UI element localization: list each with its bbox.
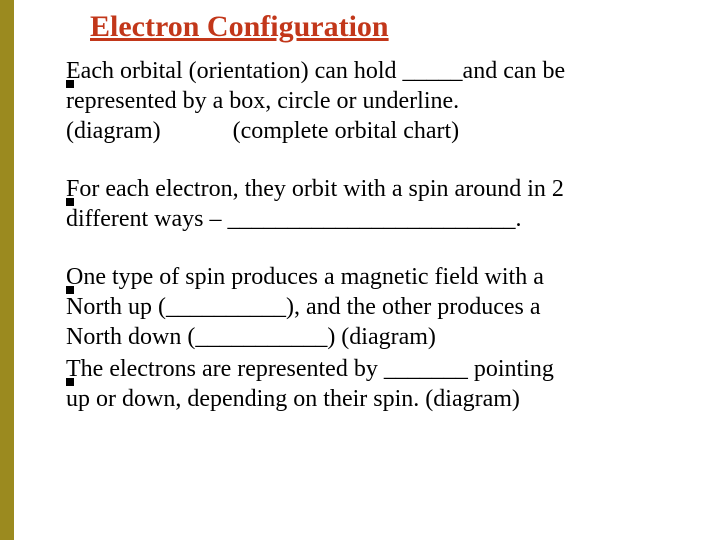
body-text: North down (___________) (diagram) <box>66 322 544 352</box>
body-text: Each orbital (orientation) can hold ____… <box>66 56 565 86</box>
body-text: (diagram) (complete orbital chart) <box>66 116 565 146</box>
body-text: different ways – _______________________… <box>66 204 564 234</box>
body-text: For each electron, they orbit with a spi… <box>66 174 564 204</box>
accent-bar <box>0 0 14 540</box>
body-text: One type of spin produces a magnetic fie… <box>66 262 544 292</box>
body-text: The electrons are represented by _______… <box>66 354 554 384</box>
body-text: represented by a box, circle or underlin… <box>66 86 565 116</box>
paragraph-4: The electrons are represented by _______… <box>90 354 690 414</box>
body-text: North up (__________), and the other pro… <box>66 292 544 322</box>
paragraph-1: Each orbital (orientation) can hold ____… <box>90 56 690 146</box>
body-text: up or down, depending on their spin. (di… <box>66 384 554 414</box>
paragraph-2: For each electron, they orbit with a spi… <box>90 174 690 234</box>
paragraph-3: One type of spin produces a magnetic fie… <box>90 262 690 352</box>
slide-content: Electron Configuration Each orbital (ori… <box>90 10 690 414</box>
slide-title: Electron Configuration <box>90 10 690 44</box>
